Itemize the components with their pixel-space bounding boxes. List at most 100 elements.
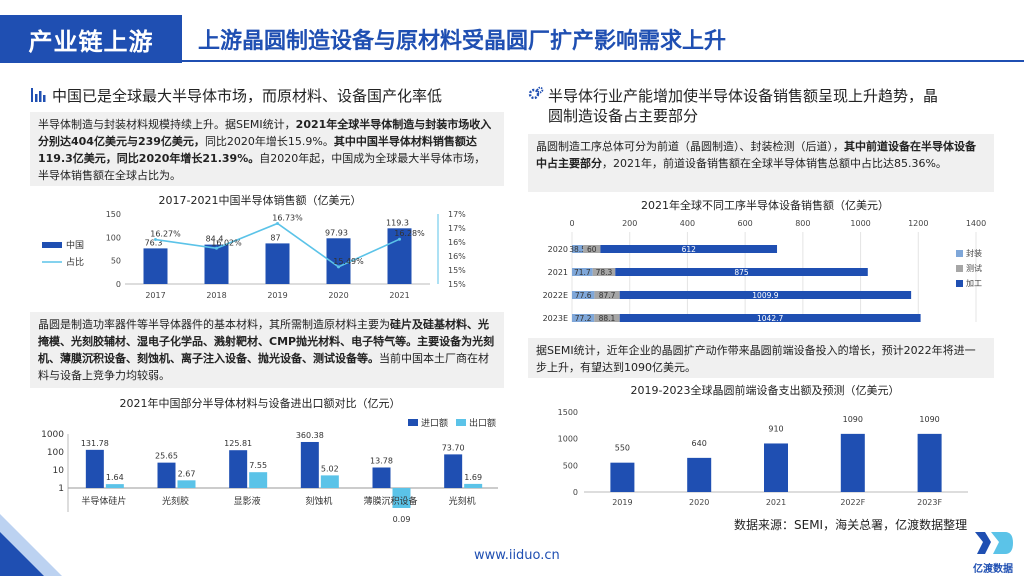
segment-value-label: 1009.9 bbox=[752, 291, 778, 300]
y2-tick-label: 17% bbox=[448, 224, 466, 233]
import-bar bbox=[229, 450, 248, 488]
line-point bbox=[337, 265, 340, 269]
segment-value-label: 875 bbox=[734, 268, 749, 277]
export-value-label: 1.69 bbox=[464, 473, 482, 482]
right-heading: 半导体行业产能增加使半导体设备销售额呈现上升趋势，晶 bbox=[528, 86, 938, 107]
bar bbox=[387, 228, 412, 284]
brand-logo: 亿渡数据 bbox=[966, 530, 1020, 575]
segment-value-label: 77.2 bbox=[575, 314, 592, 323]
chart1-sales: 0 50 100 150 15% 15% 16% 16% 17% 17% 76.3 2017 84.4 2… bbox=[42, 210, 466, 300]
line-value-label: 16.28% bbox=[394, 229, 425, 238]
text-segment: 同比2020年增长15.9%。 bbox=[204, 135, 334, 148]
segment-value-label: 38.5 bbox=[569, 245, 586, 254]
text-segment: 当前中国本土厂商在材料与设备上竞争力均较弱。 bbox=[38, 352, 489, 382]
y-tick-label: 2022E bbox=[543, 291, 568, 300]
x-tick-label: 600 bbox=[738, 219, 753, 228]
y2-tick-label: 15% bbox=[448, 280, 466, 289]
legend-label: 占比 bbox=[66, 256, 84, 268]
chart1-title: 2017-2021中国半导体销售额（亿美元） bbox=[158, 194, 362, 207]
legend-swatch bbox=[42, 242, 62, 248]
gear-icon bbox=[528, 86, 544, 107]
data-source: 数据来源：SEMI，海关总署，亿渡数据整理 bbox=[734, 518, 968, 532]
bar-value-label: 1090 bbox=[843, 415, 863, 424]
line-value-label: 16.02% bbox=[211, 238, 242, 247]
x-tick-label: 800 bbox=[795, 219, 810, 228]
line-value-label: 16.73% bbox=[272, 213, 303, 222]
bar-value-label: 76.3 bbox=[145, 238, 163, 247]
y-tick-label: 1 bbox=[58, 484, 64, 494]
stack-segment bbox=[594, 291, 620, 299]
y-tick-label: 0 bbox=[573, 488, 578, 497]
y-tick-label: 100 bbox=[47, 448, 64, 458]
line-value-label: 16.27% bbox=[150, 230, 181, 239]
bar bbox=[840, 433, 865, 492]
stack-segment bbox=[615, 268, 868, 276]
x-tick-label: 200 bbox=[622, 219, 637, 228]
stack-segment bbox=[583, 245, 601, 253]
x-tick-label: 2019 bbox=[612, 498, 632, 507]
x-tick-label: 2019 bbox=[267, 291, 287, 300]
legend-label: 封装 bbox=[966, 248, 982, 258]
y-tick-label: 10 bbox=[53, 466, 65, 476]
bar-value-label: 640 bbox=[692, 439, 707, 448]
y-tick-label: 2020 bbox=[548, 245, 568, 254]
text-segment: 晶圆制造工序总体可分为前道（晶圆制造）、封装检测（后道）， bbox=[536, 140, 844, 153]
import-value-label: 73.70 bbox=[442, 443, 465, 452]
page-title: 上游晶圆制造设备与原材料受晶圆厂扩产影响需求上升 bbox=[198, 29, 727, 54]
y-tick-label: 2023E bbox=[543, 314, 568, 323]
left-text-2: 晶圆是制造功率器件等半导体器件的基本材料，其所需制造原材料主要为硅片及硅基材料、… bbox=[30, 312, 504, 388]
import-bar bbox=[300, 441, 319, 488]
bar bbox=[917, 433, 942, 492]
x-tick-label: 1200 bbox=[908, 219, 928, 228]
stack-segment bbox=[572, 314, 595, 322]
y-tick-label: 50 bbox=[111, 257, 121, 266]
stack-segment bbox=[619, 314, 921, 322]
chart3-process-equipment: 0 200 400 600 800 1000 1200 1400 2020 38.5 60 612 20… bbox=[543, 219, 987, 323]
left-heading: 中国已是全球最大半导体市场，而原材料、设备国产化率低 bbox=[30, 86, 442, 107]
export-bar bbox=[464, 483, 483, 488]
chart2-import-export: 1 10 100 1000 131.78 1.64 半导体硅片 25.652.67 光刻胶 125… bbox=[41, 417, 498, 524]
left-text-1: 半导体制造与封装材料规模持续上升。据SEMI统计，2021年全球半导体制造与封装… bbox=[30, 112, 504, 186]
bar bbox=[610, 462, 635, 492]
x-tick-label: 2020 bbox=[328, 291, 348, 300]
right-text-1: 晶圆制造工序总体可分为前道（晶圆制造）、封装检测（后道），其中前道设备在半导体设… bbox=[528, 134, 994, 192]
x-tick-label: 1400 bbox=[966, 219, 986, 228]
stack-segment bbox=[600, 245, 778, 253]
stack-segment bbox=[572, 245, 584, 253]
export-bar bbox=[249, 472, 268, 488]
import-value-label: 360.38 bbox=[296, 431, 324, 440]
segment-value-label: 78.3 bbox=[596, 268, 613, 277]
x-tick-label: 2018 bbox=[206, 291, 226, 300]
x-tick-label: 刻蚀机 bbox=[305, 495, 332, 507]
bar bbox=[265, 243, 290, 284]
export-bar bbox=[105, 484, 124, 488]
stack-segment bbox=[572, 291, 595, 299]
corner-decoration bbox=[0, 532, 44, 576]
bar bbox=[204, 244, 229, 284]
legend-label: 中国 bbox=[66, 239, 84, 251]
header-divider bbox=[182, 60, 1024, 62]
x-tick-label: 2020 bbox=[689, 498, 709, 507]
x-tick-label: 2023F bbox=[917, 498, 942, 507]
legend-label: 测试 bbox=[966, 263, 982, 273]
import-value-label: 13.78 bbox=[370, 456, 393, 465]
text-segment: 其中中国半导体材料销售额达119.3亿美元，同比2020年增长21.39%。 bbox=[38, 135, 477, 165]
logo-text: 亿渡数据 bbox=[973, 564, 1013, 575]
bar-value-label: 1090 bbox=[919, 415, 939, 424]
text-segment: 半导体制造与封装材料规模持续上升。据SEMI统计， bbox=[38, 118, 296, 131]
footer-url[interactable]: www.iiduo.cn bbox=[474, 548, 560, 563]
import-value-label: 125.81 bbox=[224, 439, 252, 448]
chart2-title: 2021年中国部分半导体材料与设备进出口额对比（亿元） bbox=[119, 397, 401, 410]
export-bar bbox=[320, 475, 339, 488]
export-bar bbox=[392, 488, 411, 508]
bar-value-label: 97.93 bbox=[325, 228, 348, 237]
import-value-label: 25.65 bbox=[155, 452, 178, 461]
y-tick-label: 500 bbox=[563, 461, 578, 470]
y-tick-label: 1500 bbox=[558, 408, 578, 417]
segment-value-label: 87.7 bbox=[599, 291, 616, 300]
legend-swatch bbox=[956, 265, 963, 272]
x-tick-label: 半导体硅片 bbox=[81, 495, 126, 507]
segment-value-label: 88.1 bbox=[599, 314, 616, 323]
export-value-label: 7.55 bbox=[249, 461, 267, 470]
